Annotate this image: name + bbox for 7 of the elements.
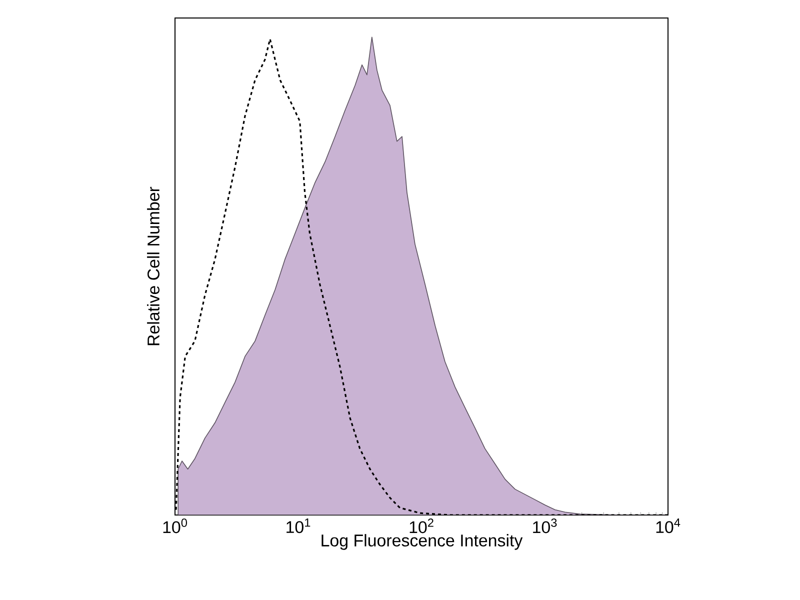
x-tick-label: 10$^{2}$ [410, 518, 434, 534]
y-axis-title: Relative Cell Number [147, 186, 160, 346]
x-axis-title: Log Fluorescence Intensity [322, 534, 523, 550]
x-tick-label: 10$^{1}$ [286, 518, 310, 534]
x-tick-label: 10$^{4}$ [656, 518, 680, 534]
x-tick-label: 10$^{0}$ [163, 518, 187, 534]
x-tick-label: 10$^{3}$ [533, 518, 557, 534]
